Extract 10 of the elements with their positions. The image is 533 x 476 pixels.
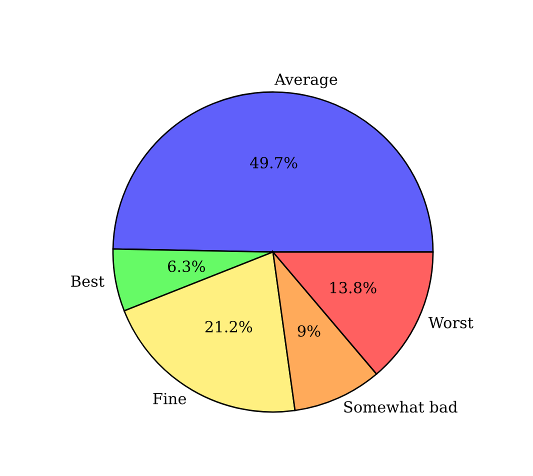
slice-label: Worst	[428, 316, 474, 328]
slice-label: Average	[274, 74, 338, 88]
slice-label: Somewhat bad	[344, 400, 458, 413]
data-label: 9%	[298, 325, 320, 337]
data-label: 49.7%	[250, 156, 298, 168]
data-label: 21.2%	[205, 320, 252, 332]
data-label: 6.3%	[168, 260, 205, 272]
slice-label: Best	[71, 276, 104, 287]
slice-label: Fine	[153, 392, 186, 404]
data-label: 13.8%	[330, 282, 376, 294]
